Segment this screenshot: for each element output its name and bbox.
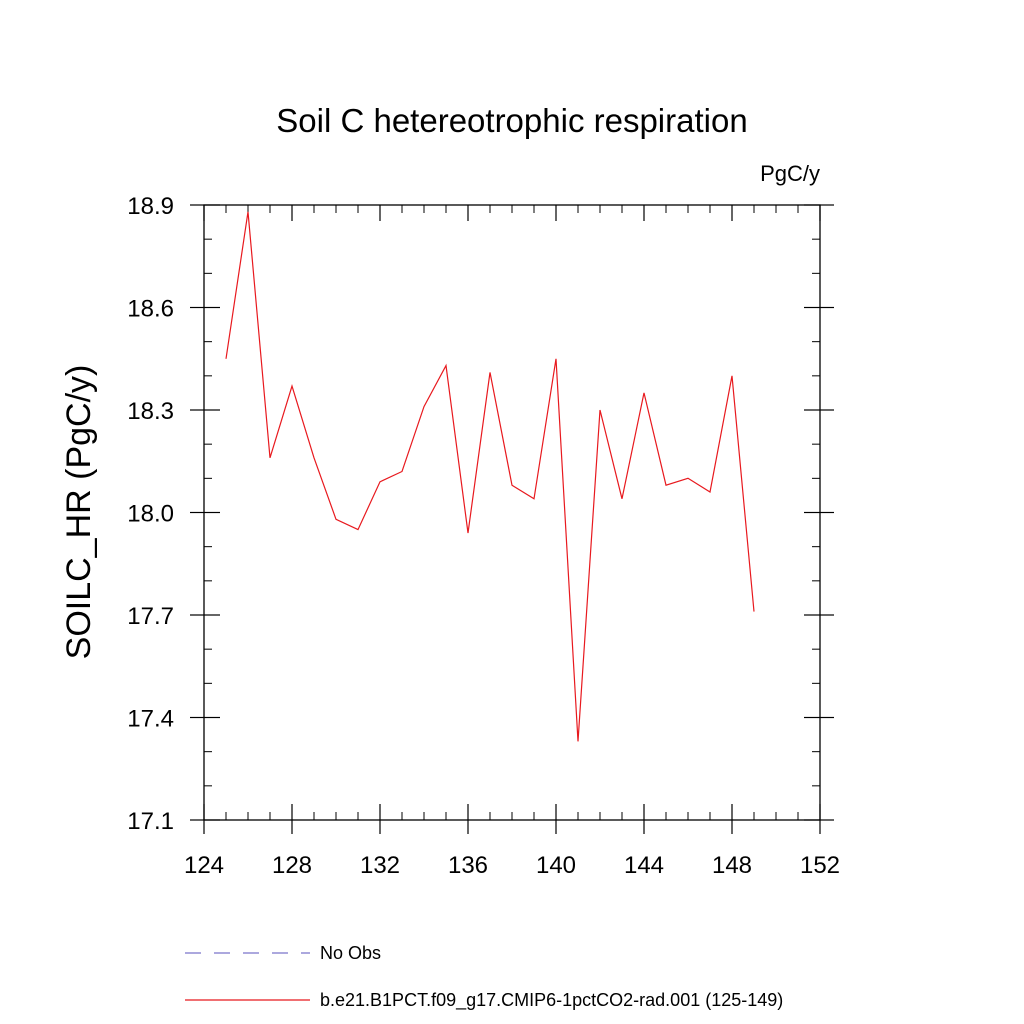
plot-frame [203, 204, 821, 821]
x-tick-label: 132 [360, 852, 400, 879]
legend: No Obs b.e21.B1PCT.f09_g17.CMIP6-1pctCO2… [185, 943, 783, 1011]
x-tick-label: 140 [536, 852, 576, 879]
major-ticks [190, 204, 834, 834]
legend-label-no-obs: No Obs [320, 943, 381, 963]
x-tick-label: 136 [448, 852, 488, 879]
x-tick-label: 124 [184, 852, 224, 879]
units-label: PgC/y [760, 161, 820, 186]
chart-title: Soil C hetereotrophic respiration [276, 102, 747, 139]
x-tick-label: 148 [712, 852, 752, 879]
series-line [225, 211, 755, 742]
y-tick-label: 17.4 [127, 706, 174, 733]
minor-ticks [203, 204, 821, 821]
x-tick-label: 152 [800, 852, 840, 879]
x-tick-label: 144 [624, 852, 664, 879]
x-tick-labels: 124 128 132 136 140 144 148 152 [184, 852, 840, 879]
y-tick-label: 18.9 [127, 193, 174, 220]
y-tick-label: 17.1 [127, 808, 174, 835]
y-tick-label: 18.6 [127, 296, 174, 323]
y-tick-labels: 17.1 17.4 17.7 18.0 18.3 18.6 18.9 [127, 193, 174, 835]
legend-label-model: b.e21.B1PCT.f09_g17.CMIP6-1pctCO2-rad.00… [320, 990, 783, 1011]
x-tick-label: 128 [272, 852, 312, 879]
y-tick-label: 17.7 [127, 603, 174, 630]
y-tick-label: 18.3 [127, 398, 174, 425]
y-tick-label: 18.0 [127, 501, 174, 528]
y-axis-label: SOILC_HR (PgC/y) [60, 365, 98, 660]
